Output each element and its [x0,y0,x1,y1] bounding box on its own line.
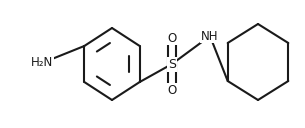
Text: S: S [168,57,176,71]
Text: H₂N: H₂N [31,56,53,70]
Text: NH: NH [201,29,219,42]
Text: O: O [167,83,177,97]
Text: O: O [167,31,177,45]
